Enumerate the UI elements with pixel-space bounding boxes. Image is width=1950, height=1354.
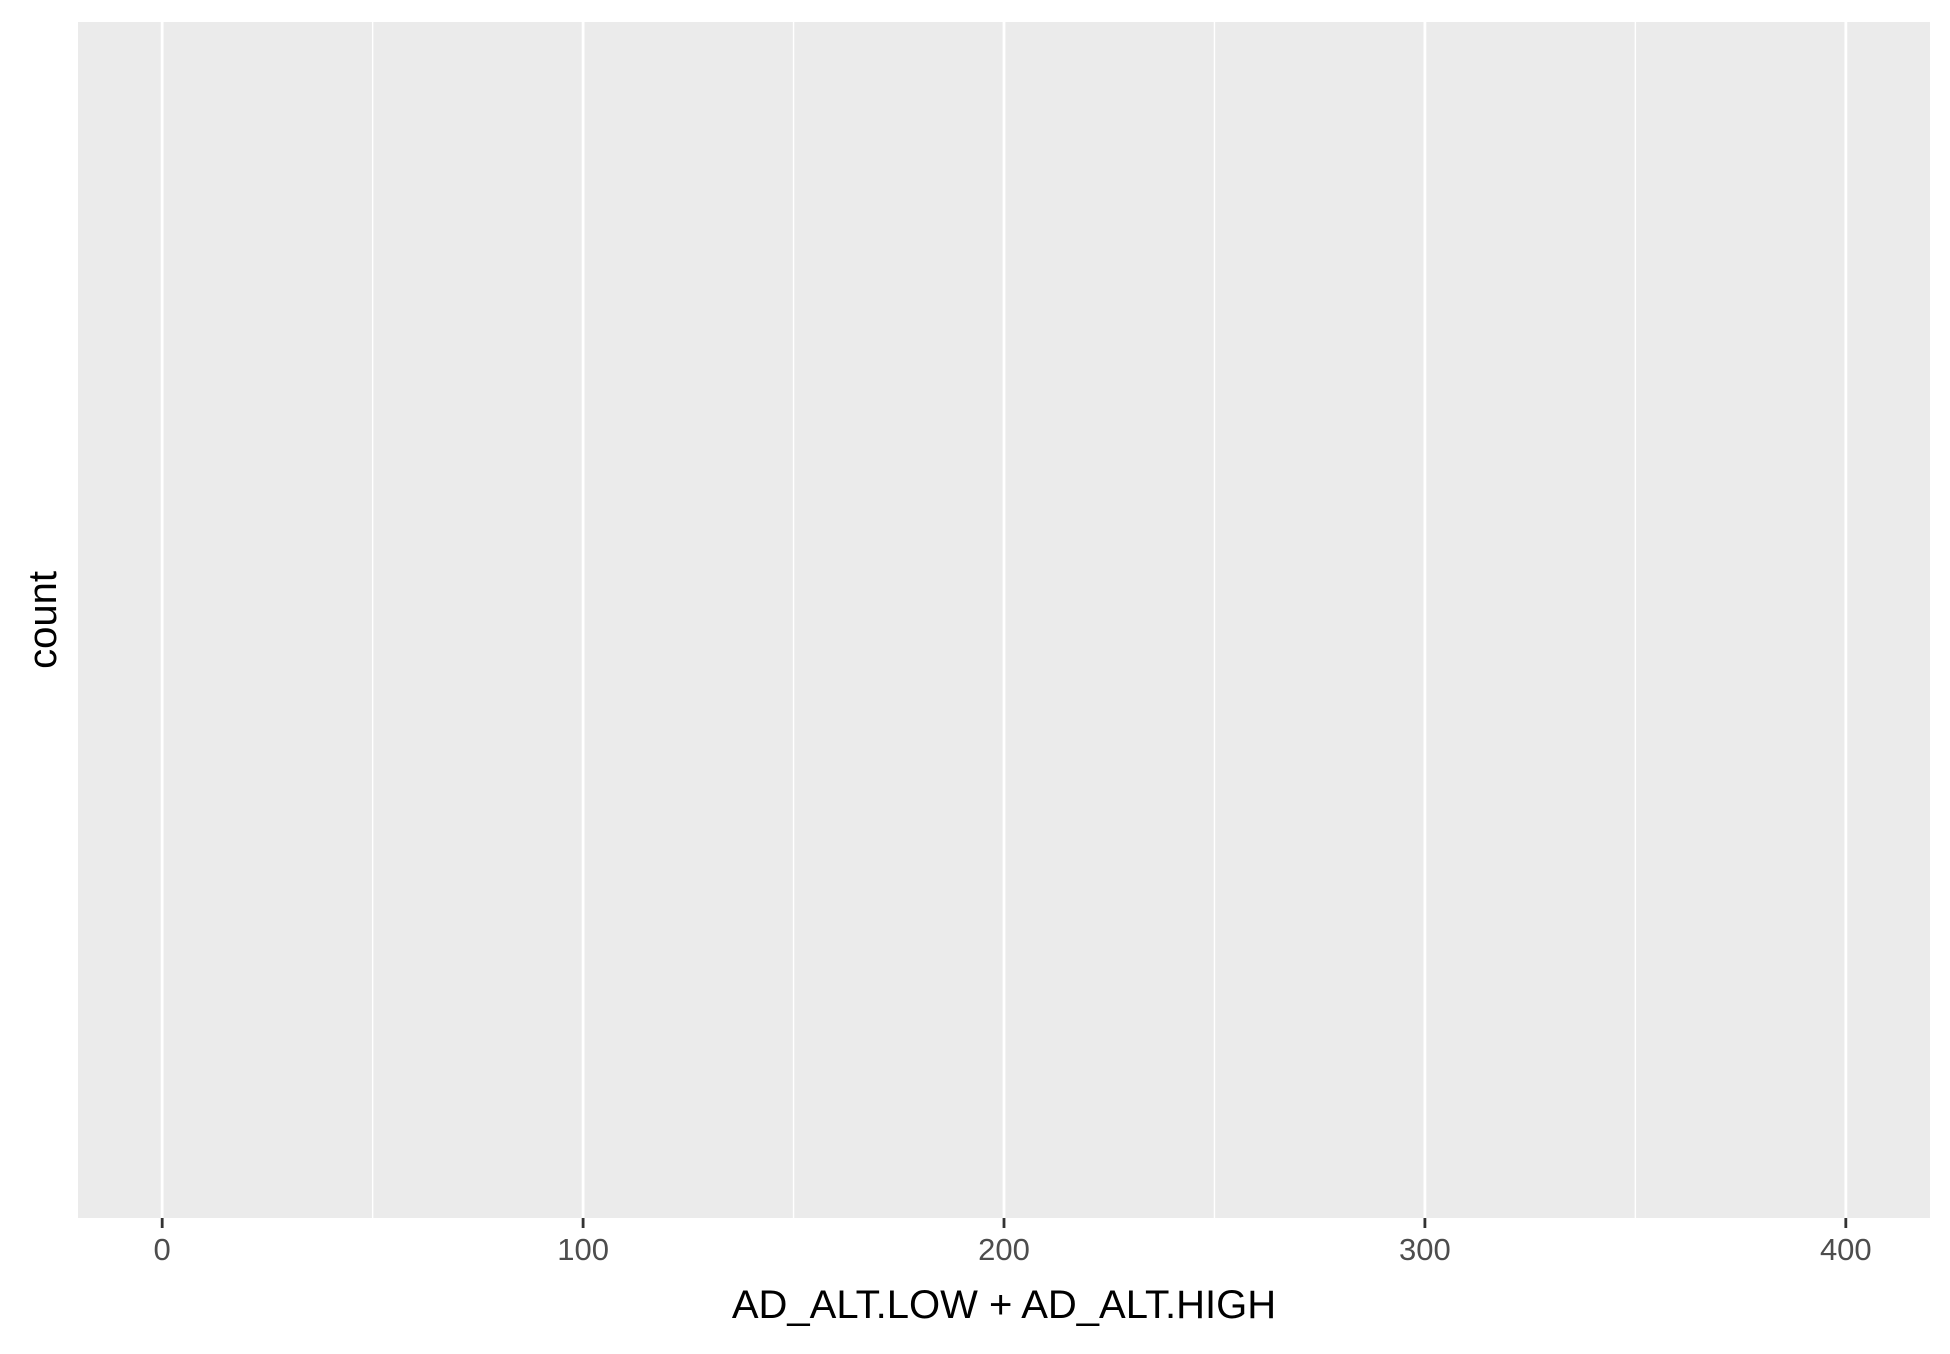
x-tick-label: 400 bbox=[1820, 1232, 1872, 1267]
x-tick-label: 100 bbox=[557, 1232, 609, 1267]
x-tick-label: 300 bbox=[1399, 1232, 1451, 1267]
major-gridlines bbox=[160, 22, 1848, 1218]
x-tick-label: 200 bbox=[978, 1232, 1030, 1267]
x-axis-tick-labels: 0 100 200 300 400 bbox=[154, 1232, 1872, 1267]
x-axis-ticks bbox=[160, 1218, 1848, 1228]
x-tick-label: 0 bbox=[154, 1232, 171, 1267]
x-axis-title: AD_ALT.LOW + AD_ALT.HIGH bbox=[732, 1283, 1276, 1327]
minor-gridlines bbox=[371, 22, 1637, 1218]
y-axis-title: count bbox=[21, 571, 65, 669]
